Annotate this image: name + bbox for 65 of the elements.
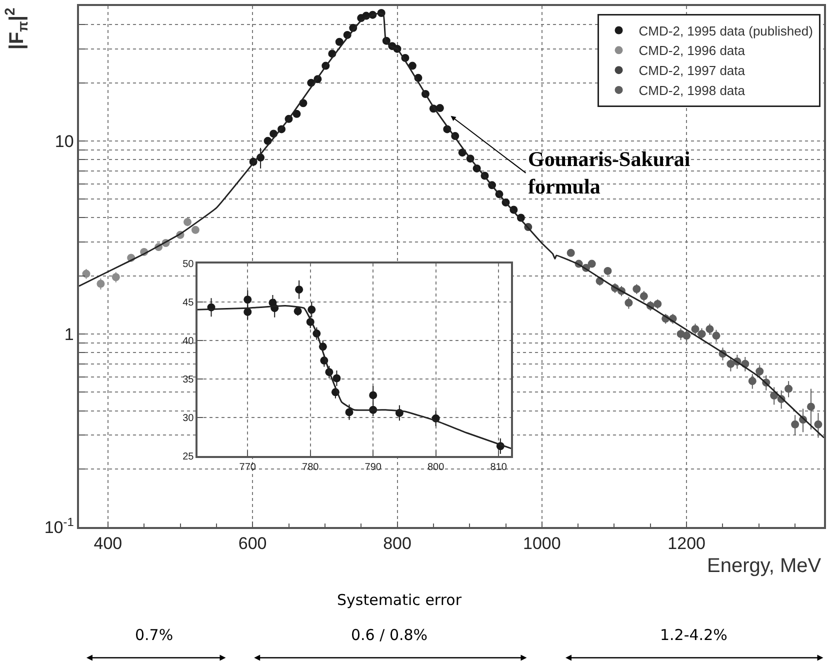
- point: [244, 296, 252, 304]
- y-tick-label: 10$^{-1}$: [44, 514, 74, 537]
- y-tick-label: 45: [182, 297, 194, 308]
- point: [691, 325, 700, 334]
- point: [588, 260, 596, 268]
- point: [345, 408, 354, 416]
- y-tick-label: 35: [182, 374, 194, 386]
- y-tick-label: 10: [54, 132, 74, 151]
- point: [706, 325, 714, 334]
- y-tick-label: 50: [182, 258, 194, 270]
- text: Systematic error: [337, 591, 462, 609]
- point: [640, 292, 648, 300]
- x-tick-label: 800: [383, 534, 412, 554]
- point: [335, 38, 344, 46]
- annotation: Gounaris-Sakurai formula: [528, 147, 690, 198]
- point: [112, 273, 120, 282]
- x-tick-label: 770: [239, 462, 256, 473]
- text: 1.2-4.2%: [660, 626, 728, 644]
- x-tick-label: 790: [364, 462, 382, 473]
- point: [408, 62, 416, 70]
- point: [184, 218, 192, 226]
- y-tick-label: 25: [182, 452, 194, 463]
- point: [632, 284, 641, 293]
- point: [726, 360, 735, 368]
- point: [96, 280, 105, 288]
- y-tick-label: 30: [182, 413, 194, 424]
- legend-label: CMD-2, 1997 data: [638, 63, 746, 78]
- point: [698, 330, 706, 338]
- point: [682, 332, 691, 340]
- x-tick-label: 400: [94, 534, 122, 554]
- point: [712, 332, 720, 340]
- point: [308, 306, 316, 314]
- x-tick-label: 1200: [668, 534, 706, 554]
- point: [82, 270, 90, 278]
- legend-label: CMD-2, 1996 data: [638, 43, 746, 58]
- point: [784, 384, 793, 393]
- point: [814, 420, 822, 428]
- point: [244, 308, 252, 316]
- point: [756, 367, 764, 376]
- x-tick-label: 810: [490, 462, 508, 473]
- point: [436, 104, 444, 112]
- point: [332, 374, 341, 382]
- point: [566, 248, 575, 257]
- text: 0.7%: [135, 626, 174, 644]
- point: [604, 266, 612, 275]
- point: [624, 298, 633, 307]
- point: [654, 300, 662, 308]
- x-tick-label: 600: [238, 534, 267, 554]
- point: [369, 391, 378, 400]
- legend-label: CMD-2, 1995 data (published): [638, 23, 813, 38]
- legend-label: CMD-2, 1998 data: [638, 83, 746, 98]
- point: [791, 420, 800, 428]
- point: [295, 286, 304, 294]
- text: 0.6 / 0.8%: [351, 626, 428, 644]
- y-tick-label: 1: [64, 324, 74, 344]
- point: [191, 226, 200, 234]
- y-tick-label: 40: [182, 336, 194, 347]
- point: [292, 110, 301, 118]
- point: [806, 402, 815, 411]
- x-tick-label: 800: [427, 462, 445, 473]
- x-tick-label: 780: [302, 462, 320, 473]
- point: [748, 377, 756, 386]
- point: [294, 307, 302, 316]
- x-axis-title: Energy, MeV: [707, 555, 822, 577]
- x-tick-label: 1000: [522, 534, 561, 554]
